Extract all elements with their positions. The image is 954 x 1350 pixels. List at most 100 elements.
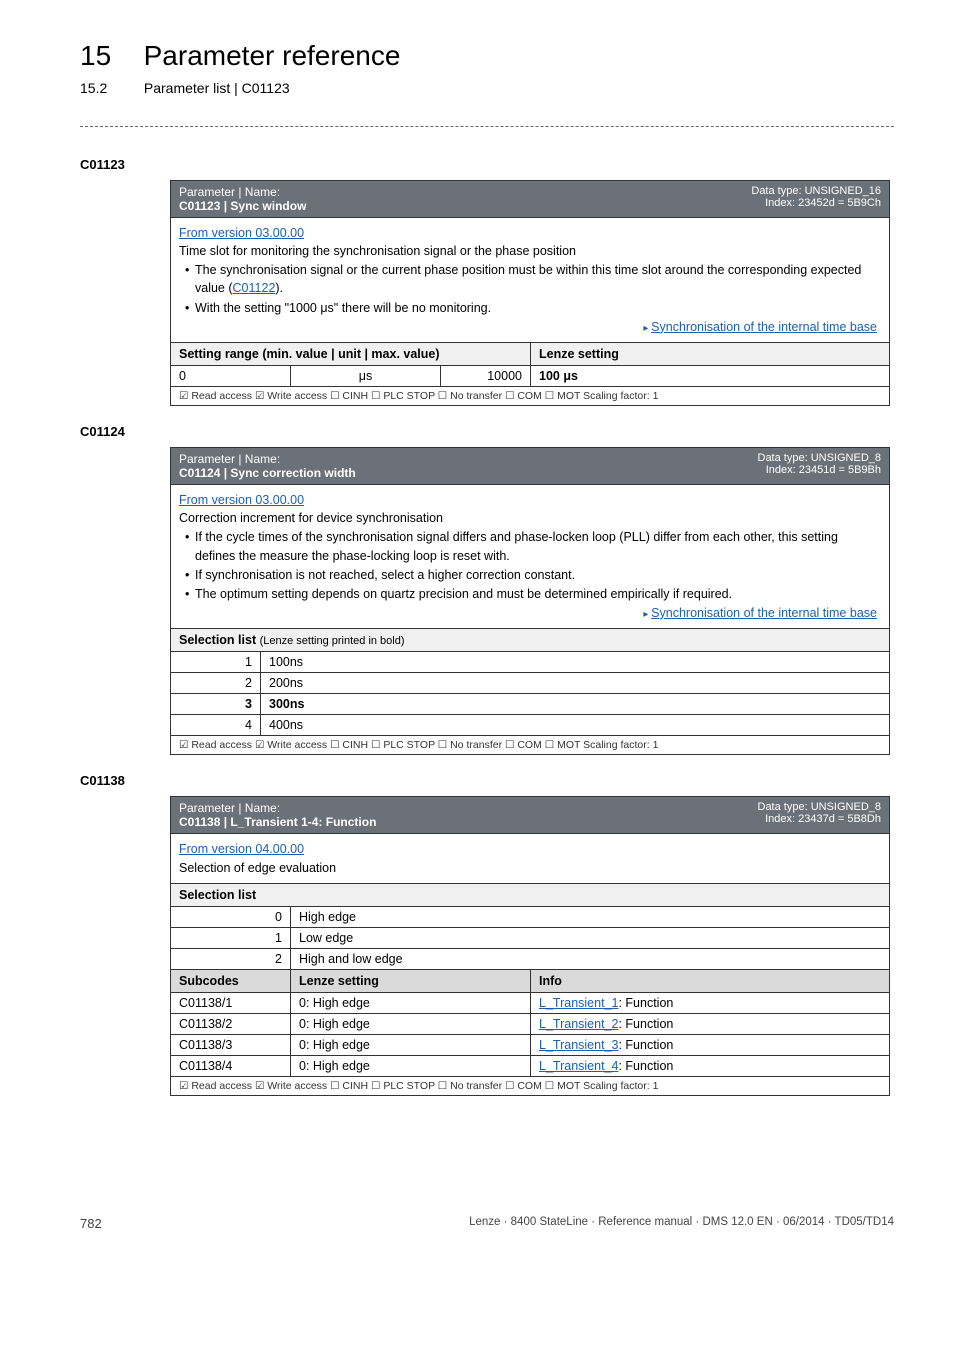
info-cell: L_Transient_4: Function (531, 1055, 890, 1076)
data-type: Data type: UNSIGNED_8 (758, 801, 882, 813)
version-link[interactable]: From version 03.00.00 (179, 226, 304, 240)
param-table-c01123: Data type: UNSIGNED_16 Index: 23452d = 5… (170, 180, 890, 406)
index: Index: 23437d = 5B8Dh (765, 813, 881, 825)
lenze-setting: 0: High edge (291, 992, 531, 1013)
transient-link[interactable]: L_Transient_3 (539, 1038, 618, 1052)
desc-line: Time slot for monitoring the synchronisa… (179, 244, 576, 258)
subsection-header: 15.2 Parameter list | C01123 (80, 80, 894, 96)
page-footer: 782 Lenze · 8400 StateLine · Reference m… (80, 1216, 894, 1231)
param-name: C01138 | L_Transient 1-4: Function (179, 815, 376, 829)
bullet-item: The synchronisation signal or the curren… (185, 261, 881, 297)
sync-link-row: Synchronisation of the internal time bas… (179, 318, 881, 337)
data-type: Data type: UNSIGNED_8 (758, 452, 882, 464)
chapter-number: 15 (80, 40, 140, 72)
lenze-setting: 0: High edge (291, 1034, 531, 1055)
selection-list-hdr: Selection list (171, 883, 890, 906)
table-row: C01138/3 0: High edge L_Transient_3: Fun… (171, 1034, 890, 1055)
opt-num: 3 (171, 694, 261, 715)
bullet-item: With the setting "1000 μs" there will be… (185, 299, 881, 317)
data-type: Data type: UNSIGNED_16 (751, 185, 881, 197)
bullet-item: The optimum setting depends on quartz pr… (185, 585, 881, 603)
param-header: Data type: UNSIGNED_8 Index: 23437d = 5B… (171, 797, 890, 834)
param-description: From version 03.00.00 Correction increme… (171, 485, 890, 629)
sync-link[interactable]: Synchronisation of the internal time bas… (651, 606, 877, 620)
sync-link-row: Synchronisation of the internal time bas… (179, 604, 881, 623)
param-label: Parameter | Name: (179, 801, 280, 815)
subcodes-hdr: Subcodes (171, 969, 291, 992)
setting-range-hdr: Setting range (min. value | unit | max. … (171, 343, 531, 366)
lenze-setting: 0: High edge (291, 1013, 531, 1034)
param-label: Parameter | Name: (179, 185, 280, 199)
param-header-right: Data type: UNSIGNED_8 Index: 23437d = 5B… (758, 801, 882, 825)
param-code: C01124 (80, 424, 894, 439)
chapter-title: Parameter reference (144, 40, 401, 71)
param-name: C01123 | Sync window (179, 199, 306, 213)
lenze-setting-hdr: Lenze setting (291, 969, 531, 992)
opt-val: 100ns (261, 652, 890, 673)
opt-num: 4 (171, 715, 261, 736)
selection-list-hdr: Selection list (Lenze setting printed in… (171, 629, 890, 652)
param-header: Data type: UNSIGNED_16 Index: 23452d = 5… (171, 181, 890, 218)
version-link[interactable]: From version 03.00.00 (179, 493, 304, 507)
bullet-item: If synchronisation is not reached, selec… (185, 566, 881, 584)
opt-val: High edge (291, 906, 890, 927)
param-header: Data type: UNSIGNED_8 Index: 23451d = 5B… (171, 448, 890, 485)
access-footer: ☑ Read access ☑ Write access ☐ CINH ☐ PL… (171, 736, 890, 755)
param-table-c01124: Data type: UNSIGNED_8 Index: 23451d = 5B… (170, 447, 890, 755)
opt-val: 200ns (261, 673, 890, 694)
bullet-list: If the cycle times of the synchronisatio… (179, 528, 881, 603)
index: Index: 23451d = 5B9Bh (766, 464, 881, 476)
desc-line: Selection of edge evaluation (179, 861, 336, 875)
opt-val: 400ns (261, 715, 890, 736)
access-footer: ☑ Read access ☑ Write access ☐ CINH ☐ PL… (171, 387, 890, 406)
chapter-header: 15 Parameter reference (80, 40, 894, 72)
page-number: 782 (80, 1216, 102, 1231)
lenze-setting: 0: High edge (291, 1055, 531, 1076)
opt-num: 1 (171, 652, 261, 673)
transient-link[interactable]: L_Transient_2 (539, 1017, 618, 1031)
param-code: C01138 (80, 773, 894, 788)
subcode: C01138/2 (171, 1013, 291, 1034)
opt-val: 300ns (261, 694, 890, 715)
min-value: 0 (171, 366, 291, 387)
opt-num: 1 (171, 927, 291, 948)
opt-val: High and low edge (291, 948, 890, 969)
param-table-c01138: Data type: UNSIGNED_8 Index: 23437d = 5B… (170, 796, 890, 1095)
lenze-setting-hdr: Lenze setting (531, 343, 890, 366)
unit: μs (291, 366, 441, 387)
desc-line: Correction increment for device synchron… (179, 511, 443, 525)
opt-val: Low edge (291, 927, 890, 948)
param-header-right: Data type: UNSIGNED_16 Index: 23452d = 5… (751, 185, 881, 209)
subsection-number: 15.2 (80, 80, 140, 96)
subcode: C01138/3 (171, 1034, 291, 1055)
info-hdr: Info (531, 969, 890, 992)
ref-link[interactable]: C01122 (233, 281, 276, 295)
footer-text: Lenze · 8400 StateLine · Reference manua… (469, 1216, 894, 1228)
access-footer: ☑ Read access ☑ Write access ☐ CINH ☐ PL… (171, 1076, 890, 1095)
table-row: C01138/1 0: High edge L_Transient_1: Fun… (171, 992, 890, 1013)
param-header-right: Data type: UNSIGNED_8 Index: 23451d = 5B… (758, 452, 882, 476)
param-description: From version 03.00.00 Time slot for moni… (171, 218, 890, 343)
opt-num: 0 (171, 906, 291, 927)
opt-num: 2 (171, 673, 261, 694)
param-label: Parameter | Name: (179, 452, 280, 466)
subcode: C01138/4 (171, 1055, 291, 1076)
info-cell: L_Transient_1: Function (531, 992, 890, 1013)
table-row: C01138/4 0: High edge L_Transient_4: Fun… (171, 1055, 890, 1076)
transient-link[interactable]: L_Transient_1 (539, 996, 618, 1010)
param-description: From version 04.00.00 Selection of edge … (171, 834, 890, 883)
bullet-list: The synchronisation signal or the curren… (179, 261, 881, 316)
sync-link[interactable]: Synchronisation of the internal time bas… (651, 320, 877, 334)
version-link[interactable]: From version 04.00.00 (179, 842, 304, 856)
max-value: 10000 (441, 366, 531, 387)
divider (80, 126, 894, 127)
opt-num: 2 (171, 948, 291, 969)
subsection-title: Parameter list | C01123 (144, 80, 290, 96)
transient-link[interactable]: L_Transient_4 (539, 1059, 618, 1073)
subcode: C01138/1 (171, 992, 291, 1013)
info-cell: L_Transient_2: Function (531, 1013, 890, 1034)
lenze-value: 100 μs (531, 366, 890, 387)
info-cell: L_Transient_3: Function (531, 1034, 890, 1055)
index: Index: 23452d = 5B9Ch (765, 197, 881, 209)
bullet-item: If the cycle times of the synchronisatio… (185, 528, 881, 564)
